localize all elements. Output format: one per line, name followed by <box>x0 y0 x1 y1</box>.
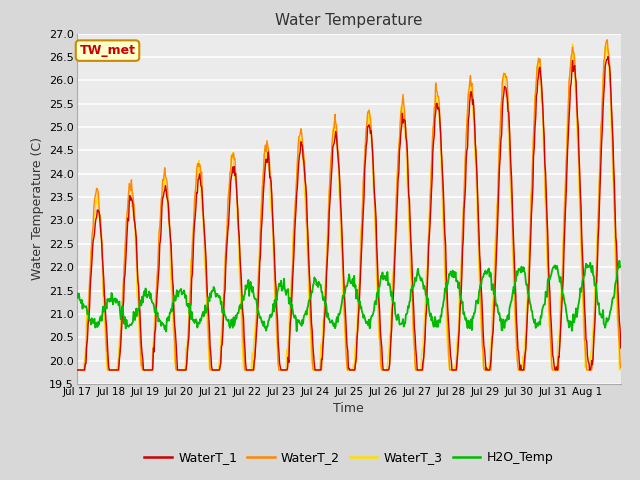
WaterT_1 <box>617 345 625 351</box>
Y-axis label: Water Temperature (C): Water Temperature (C) <box>31 137 44 280</box>
WaterT_3 <box>137 357 145 362</box>
WaterT_1 <box>264 156 271 162</box>
WaterT_2 <box>73 367 81 373</box>
H2O_Temp <box>73 290 81 296</box>
H2O_Temp <box>436 320 444 325</box>
Line: WaterT_2: WaterT_2 <box>77 40 621 370</box>
WaterT_1 <box>604 54 612 60</box>
WaterT_1 <box>73 367 81 373</box>
WaterT_2 <box>264 142 271 148</box>
WaterT_2 <box>137 342 145 348</box>
H2O_Temp <box>163 329 170 335</box>
Line: WaterT_1: WaterT_1 <box>77 57 621 370</box>
WaterT_1 <box>137 325 145 331</box>
WaterT_3 <box>405 216 413 222</box>
Text: TW_met: TW_met <box>79 44 136 57</box>
WaterT_1 <box>405 192 413 198</box>
WaterT_3 <box>435 118 443 123</box>
Legend: WaterT_1, WaterT_2, WaterT_3, H2O_Temp: WaterT_1, WaterT_2, WaterT_3, H2O_Temp <box>140 446 558 469</box>
WaterT_3 <box>264 144 271 149</box>
WaterT_3 <box>237 300 244 305</box>
H2O_Temp <box>406 299 413 305</box>
H2O_Temp <box>237 306 245 312</box>
WaterT_3 <box>73 367 81 373</box>
WaterT_3 <box>284 339 292 345</box>
WaterT_1 <box>435 108 443 113</box>
WaterT_2 <box>284 357 292 363</box>
H2O_Temp <box>285 300 292 306</box>
H2O_Temp <box>137 298 145 303</box>
WaterT_1 <box>284 354 292 360</box>
WaterT_3 <box>569 41 577 47</box>
Title: Water Temperature: Water Temperature <box>275 13 422 28</box>
X-axis label: Time: Time <box>333 402 364 415</box>
Line: H2O_Temp: H2O_Temp <box>77 261 621 332</box>
WaterT_2 <box>405 194 413 200</box>
WaterT_2 <box>435 100 443 106</box>
H2O_Temp <box>264 318 272 324</box>
Line: WaterT_3: WaterT_3 <box>77 44 621 370</box>
WaterT_2 <box>604 37 611 43</box>
WaterT_3 <box>617 367 625 372</box>
H2O_Temp <box>616 258 623 264</box>
WaterT_1 <box>237 265 244 271</box>
WaterT_2 <box>237 281 244 287</box>
WaterT_2 <box>617 365 625 371</box>
H2O_Temp <box>617 264 625 269</box>
